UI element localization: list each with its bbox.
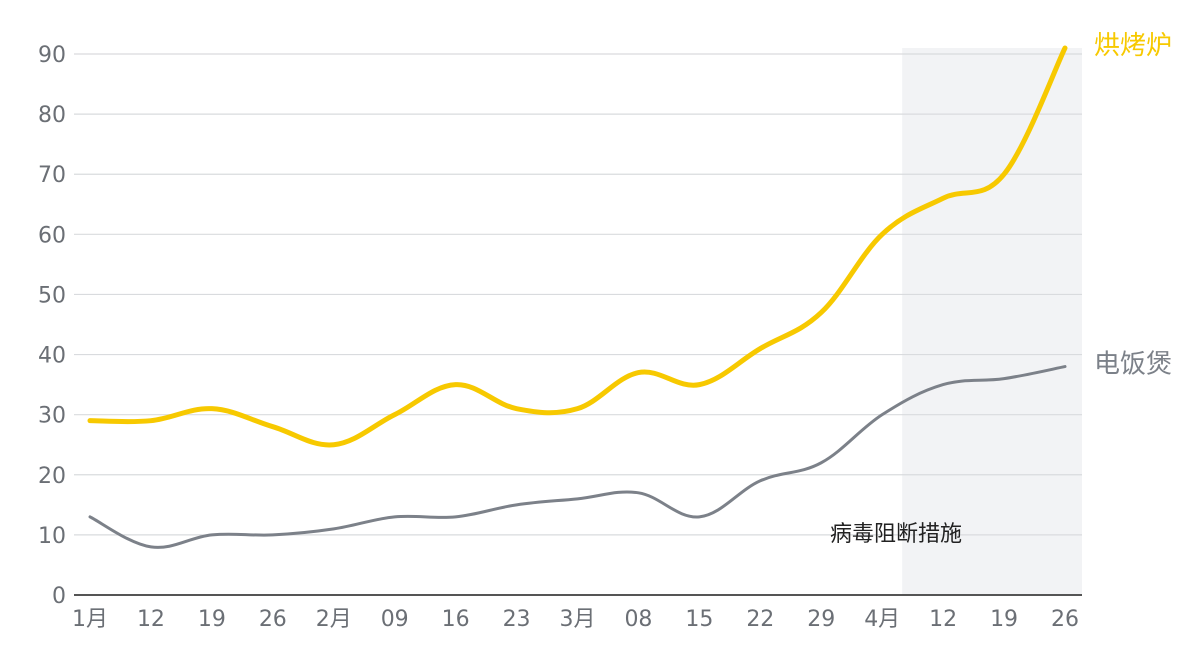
oven-line [87,45,1068,448]
rice-cooker-series-label: 电饭煲 [1094,350,1172,380]
x-tick-label: 08 [624,607,652,632]
y-tick-label: 10 [38,524,66,549]
y-tick-label: 0 [52,584,66,609]
x-tick-label: 19 [198,607,226,632]
y-tick-label: 70 [38,163,66,188]
y-tick-label: 80 [38,103,66,128]
x-tick-label: 4月 [864,607,900,632]
y-tick-label: 20 [38,464,66,489]
x-tick-label: 22 [746,607,774,632]
x-tick-label: 23 [503,607,531,632]
oven-series-label: 烘烤炉 [1094,31,1172,61]
y-axis-ticks: 0 10 20 30 40 50 60 70 80 90 [38,43,66,609]
x-tick-label: 15 [685,607,713,632]
x-tick-label: 12 [137,607,165,632]
x-tick-label: 1月 [72,607,108,632]
x-tick-label: 19 [990,607,1018,632]
rice-cooker-line [88,365,1067,549]
y-tick-label: 60 [38,223,66,248]
x-tick-label: 12 [929,607,957,632]
y-tick-label: 30 [38,404,66,429]
x-tick-label: 26 [1051,607,1079,632]
x-tick-label: 3月 [560,607,596,632]
x-tick-label: 26 [259,607,287,632]
x-tick-label: 09 [381,607,409,632]
x-tick-label: 29 [807,607,835,632]
lockdown-annotation: 病毒阻断措施 [830,522,962,547]
x-axis-ticks: 1月 12 19 26 2月 09 16 23 3月 08 15 22 29 4月 12 19 26 [72,607,1079,632]
x-tick-label: 16 [442,607,470,632]
lockdown-shade [902,48,1082,595]
y-tick-label: 50 [38,283,66,308]
x-tick-label: 2月 [316,607,352,632]
y-tick-label: 40 [38,344,66,369]
y-tick-label: 90 [38,43,66,68]
